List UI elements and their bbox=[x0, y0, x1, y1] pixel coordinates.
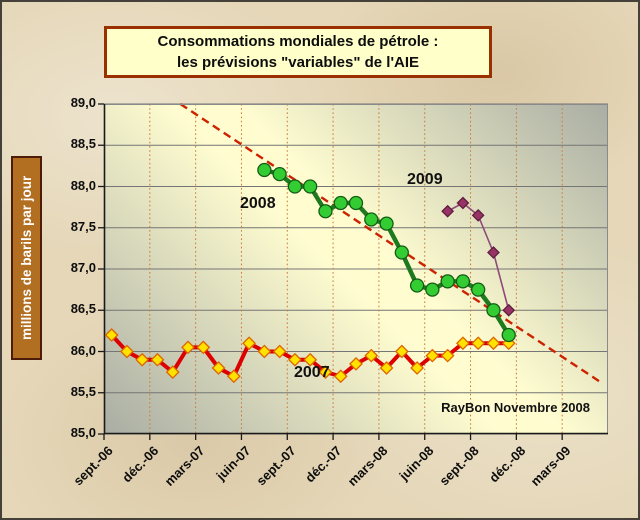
chart-title-box: Consommations mondiales de pétrole : les… bbox=[104, 26, 492, 78]
series-2007-point bbox=[119, 344, 134, 359]
series-2007-point bbox=[226, 369, 241, 384]
y-tick-label: 85,5 bbox=[70, 383, 96, 399]
y-tick-label: 88,5 bbox=[70, 136, 96, 152]
series-2007-point bbox=[303, 352, 318, 367]
series-2008-point bbox=[272, 166, 287, 182]
series-label-2007: 2007 bbox=[294, 364, 330, 381]
series-2008-point bbox=[471, 282, 486, 297]
series-2007-point bbox=[394, 344, 409, 359]
series-2009-point bbox=[441, 204, 455, 218]
trendline-dashed bbox=[179, 102, 602, 384]
y-tick-label: 85,0 bbox=[70, 425, 96, 440]
series-2007-point bbox=[410, 361, 425, 375]
series-2008-point bbox=[455, 274, 471, 289]
series-2009-point bbox=[487, 246, 500, 259]
series-2007-point bbox=[318, 365, 333, 380]
series-2008-point bbox=[501, 327, 516, 343]
series-2008-point bbox=[303, 179, 318, 194]
series-2007-point bbox=[272, 344, 287, 359]
series-2007-point bbox=[364, 348, 379, 363]
series-2007-point bbox=[181, 340, 195, 355]
series-2007-point bbox=[349, 356, 363, 371]
y-tick-label: 87,0 bbox=[70, 260, 96, 275]
series-label-2008: 2008 bbox=[240, 195, 276, 212]
series-2008-point bbox=[409, 278, 425, 293]
series-2007-point bbox=[333, 369, 348, 384]
chart-title-line1: Consommations mondiales de pétrole : bbox=[157, 33, 439, 50]
series-2008-point bbox=[394, 245, 409, 260]
series-2007-point bbox=[150, 352, 165, 367]
series-2008-point bbox=[486, 303, 501, 318]
y-tick-label: 86,5 bbox=[70, 301, 96, 317]
series-2007-point bbox=[471, 336, 486, 351]
plot-svg bbox=[98, 102, 608, 440]
series-2007-point bbox=[165, 365, 180, 380]
series-2007-point bbox=[486, 336, 501, 351]
series-2009-point bbox=[502, 303, 516, 317]
y-tick-label: 88,0 bbox=[70, 177, 96, 193]
series-2009-point bbox=[471, 208, 485, 222]
y-tick-label: 86,0 bbox=[70, 342, 96, 358]
credit-text: RayBon Novembre 2008 bbox=[441, 400, 590, 415]
y-tick-label: 87,5 bbox=[70, 218, 96, 234]
series-2008-point bbox=[379, 216, 394, 231]
series-2007-point bbox=[440, 348, 455, 363]
series-label-2009: 2009 bbox=[407, 171, 443, 188]
series-2007-point bbox=[455, 336, 470, 351]
series-2008-point bbox=[364, 212, 379, 227]
series-2007-point bbox=[257, 344, 272, 359]
series-2008-point bbox=[257, 162, 272, 178]
series-2007-point bbox=[211, 361, 226, 375]
series-2008-point bbox=[440, 274, 455, 289]
series-2008-point bbox=[425, 282, 440, 297]
series-2007-point bbox=[135, 352, 150, 367]
series-2007-point bbox=[104, 328, 119, 342]
series-2008-point bbox=[318, 204, 333, 219]
chart-title-line2: les prévisions "variables" de l'AIE bbox=[176, 54, 420, 71]
series-2008-point bbox=[333, 195, 348, 211]
series-2008-point bbox=[348, 195, 364, 211]
series-2007-point bbox=[287, 352, 302, 367]
y-tick-label: 89,0 bbox=[70, 95, 96, 110]
series-2007-point bbox=[379, 361, 394, 375]
series-2009-point bbox=[456, 196, 470, 210]
series-2007-point bbox=[425, 348, 440, 363]
series-2008-point bbox=[287, 179, 303, 194]
series-2007-point bbox=[242, 336, 257, 351]
series-2007-point bbox=[196, 340, 211, 355]
